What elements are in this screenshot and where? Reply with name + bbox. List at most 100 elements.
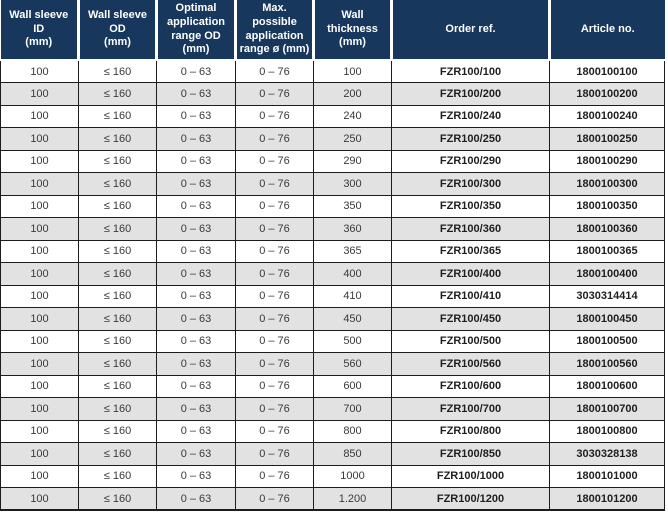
cell-max-range: 0 – 76 — [235, 59, 314, 83]
column-header-order-ref: Order ref. — [390, 0, 550, 61]
cell-article-no: 1800100290 — [549, 149, 665, 173]
cell-max-range: 0 – 76 — [235, 194, 314, 218]
cell-wall-thickness: 100 — [313, 59, 392, 83]
cell-wall-thickness: 500 — [313, 329, 392, 353]
cell-wall-thickness: 360 — [313, 217, 392, 241]
cell-order-ref: FZR100/300 — [391, 172, 550, 196]
column-header-wall-sleeve-od: Wall sleeve OD (mm) — [77, 0, 157, 61]
cell-article-no: 1800100200 — [549, 82, 665, 106]
cell-max-range: 0 – 76 — [235, 442, 314, 466]
cell-order-ref: FZR100/240 — [391, 104, 550, 128]
column-header-line: Order ref. — [445, 22, 496, 35]
cell-max-range: 0 – 76 — [235, 149, 314, 173]
cell-wall-sleeve-id: 100 — [0, 172, 79, 196]
cell-max-range: 0 – 76 — [235, 419, 314, 443]
cell-order-ref: FZR100/700 — [391, 397, 550, 421]
cell-order-ref: FZR100/290 — [391, 149, 550, 173]
cell-wall-thickness: 250 — [313, 127, 392, 151]
table-row: 100 ≤ 160 0 – 63 0 – 76 450 FZR100/450 1800100… — [0, 307, 665, 331]
cell-optimal-range-od: 0 – 63 — [156, 82, 236, 106]
cell-max-range: 0 – 76 — [235, 464, 314, 488]
cell-wall-sleeve-od: ≤ 160 — [78, 487, 157, 511]
column-header-optimal-range-od: Optimal application range OD (mm) — [155, 0, 236, 61]
table-row: 100 ≤ 160 0 – 63 0 – 76 350 FZR100/350 1800100… — [0, 194, 665, 218]
cell-order-ref: FZR100/350 — [391, 194, 550, 218]
cell-wall-sleeve-id: 100 — [0, 284, 79, 308]
table-row: 100 ≤ 160 0 – 63 0 – 76 100 FZR100/100 1800100… — [0, 59, 665, 83]
cell-article-no: 1800100450 — [549, 307, 665, 331]
column-header-line: Wall sleeve OD — [88, 8, 147, 35]
cell-wall-sleeve-id: 100 — [0, 352, 79, 376]
cell-optimal-range-od: 0 – 63 — [156, 419, 236, 443]
cell-article-no: 1800100300 — [549, 172, 665, 196]
cell-wall-sleeve-id: 100 — [0, 487, 79, 511]
table-row: 100 ≤ 160 0 – 63 0 – 76 200 FZR100/200 1800100… — [0, 82, 665, 106]
table-row: 100 ≤ 160 0 – 63 0 – 76 250 FZR100/250 1800100… — [0, 127, 665, 151]
cell-wall-sleeve-id: 100 — [0, 104, 79, 128]
column-header-line: Optimal — [175, 2, 217, 14]
column-header-line: (mm) — [25, 36, 53, 49]
cell-wall-thickness: 700 — [313, 397, 392, 421]
cell-wall-sleeve-od: ≤ 160 — [78, 149, 157, 173]
column-header-wall-thickness: Wall thickness (mm) — [312, 0, 392, 61]
cell-optimal-range-od: 0 – 63 — [156, 104, 236, 128]
cell-max-range: 0 – 76 — [235, 262, 314, 286]
cell-wall-sleeve-id: 100 — [0, 217, 79, 241]
cell-wall-thickness: 300 — [313, 172, 392, 196]
column-header-line: (mm) — [104, 36, 131, 49]
cell-optimal-range-od: 0 – 63 — [156, 149, 236, 173]
cell-max-range: 0 – 76 — [235, 374, 314, 398]
column-header-line: (mm) — [339, 36, 366, 49]
cell-optimal-range-od: 0 – 63 — [156, 329, 236, 353]
cell-max-range: 0 – 76 — [235, 307, 314, 331]
cell-max-range: 0 – 76 — [235, 104, 314, 128]
cell-article-no: 1800100400 — [549, 262, 665, 286]
cell-optimal-range-od: 0 – 63 — [156, 239, 236, 263]
table-row: 100 ≤ 160 0 – 63 0 – 76 410 FZR100/410 3030314… — [0, 284, 665, 308]
column-header-line: (mm) — [182, 43, 210, 56]
table-row: 100 ≤ 160 0 – 63 0 – 76 400 FZR100/400 1800100… — [0, 262, 665, 286]
cell-wall-sleeve-od: ≤ 160 — [78, 419, 157, 443]
cell-article-no: 1800100100 — [549, 59, 665, 83]
cell-order-ref: FZR100/410 — [391, 284, 550, 308]
table-row: 100 ≤ 160 0 – 63 0 – 76 365 FZR100/365 1800100… — [0, 239, 665, 263]
cell-wall-sleeve-id: 100 — [0, 307, 79, 331]
cell-wall-sleeve-od: ≤ 160 — [78, 217, 157, 241]
cell-wall-sleeve-od: ≤ 160 — [78, 442, 157, 466]
cell-order-ref: FZR100/365 — [391, 239, 550, 263]
cell-wall-thickness: 1000 — [313, 464, 392, 488]
cell-wall-sleeve-id: 100 — [0, 419, 79, 443]
cell-optimal-range-od: 0 – 63 — [156, 217, 236, 241]
cell-wall-sleeve-id: 100 — [0, 82, 79, 106]
cell-wall-thickness: 410 — [313, 284, 392, 308]
cell-wall-sleeve-id: 100 — [0, 194, 79, 218]
column-header-article-no: Article no. — [548, 0, 665, 61]
cell-wall-sleeve-od: ≤ 160 — [78, 172, 157, 196]
cell-wall-thickness: 1.200 — [313, 487, 392, 511]
column-header-line: Article no. — [580, 22, 635, 35]
cell-optimal-range-od: 0 – 63 — [156, 487, 236, 511]
cell-wall-sleeve-od: ≤ 160 — [78, 194, 157, 218]
cell-wall-sleeve-od: ≤ 160 — [78, 464, 157, 488]
cell-article-no: 1800101000 — [549, 464, 665, 488]
cell-max-range: 0 – 76 — [235, 127, 314, 151]
cell-article-no: 1800100365 — [549, 239, 665, 263]
column-header-wall-sleeve-id: Wall sleeve ID (mm) — [0, 0, 79, 61]
cell-wall-thickness: 240 — [313, 104, 392, 128]
cell-max-range: 0 – 76 — [235, 329, 314, 353]
cell-optimal-range-od: 0 – 63 — [156, 194, 236, 218]
header-row: Wall sleeve ID (mm) Wall sleeve OD (mm) Opti… — [0, 0, 665, 61]
cell-optimal-range-od: 0 – 63 — [156, 464, 236, 488]
cell-wall-sleeve-od: ≤ 160 — [78, 127, 157, 151]
cell-order-ref: FZR100/850 — [391, 442, 550, 466]
cell-wall-thickness: 450 — [313, 307, 392, 331]
cell-wall-sleeve-id: 100 — [0, 374, 79, 398]
cell-optimal-range-od: 0 – 63 — [156, 59, 236, 83]
cell-order-ref: FZR100/100 — [391, 59, 550, 83]
column-header-max-range: Max. possible application range ø (mm) — [234, 0, 314, 61]
table-row: 100 ≤ 160 0 – 63 0 – 76 850 FZR100/850 3030328… — [0, 442, 665, 466]
table-row: 100 ≤ 160 0 – 63 0 – 76 700 FZR100/700 1800100… — [0, 397, 665, 421]
table-row: 100 ≤ 160 0 – 63 0 – 76 360 FZR100/360 1800100… — [0, 217, 665, 241]
cell-optimal-range-od: 0 – 63 — [156, 442, 236, 466]
cell-order-ref: FZR100/250 — [391, 127, 550, 151]
